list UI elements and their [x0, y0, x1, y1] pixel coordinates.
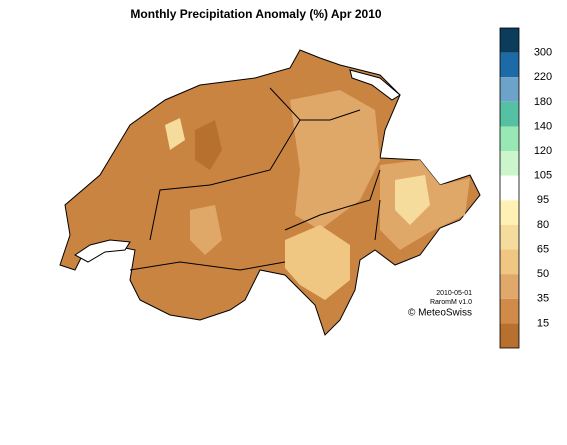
legend-label: 35 [537, 293, 549, 305]
dry-region [165, 118, 185, 150]
legend-label: 220 [534, 71, 552, 83]
switzerland-map [59, 49, 481, 336]
legend-label: 65 [537, 243, 549, 255]
legend-label: 120 [534, 145, 552, 157]
footer-credit: © MeteoSwiss [408, 308, 472, 319]
legend-swatch [500, 52, 519, 78]
footer-product: RaromM v1.0 [430, 299, 472, 306]
legend-label: 50 [537, 268, 549, 280]
color-legend: 300 220 180 140 120 105 95 80 65 50 35 15 [499, 27, 552, 349]
legend-swatch [500, 175, 519, 201]
legend-swatch [500, 249, 519, 275]
lake [349, 69, 401, 101]
wet-region [195, 120, 222, 170]
legend-swatch [500, 224, 519, 250]
legend-swatch [500, 126, 519, 152]
dry-region [285, 225, 350, 300]
legend-swatch [500, 101, 519, 127]
legend-swatch [500, 298, 519, 324]
legend-label: 95 [537, 194, 549, 206]
legend-label: 80 [537, 219, 549, 231]
legend-swatch [500, 28, 519, 53]
dry-region [290, 90, 380, 230]
legend-label: 105 [534, 170, 552, 182]
legend-swatch [500, 200, 519, 225]
legend-swatch [500, 151, 519, 176]
legend-label: 140 [534, 120, 552, 132]
legend-label: 15 [537, 317, 549, 329]
footer-date: 2010-05-01 [436, 290, 472, 297]
legend-label: 180 [534, 96, 552, 108]
legend-swatch [500, 274, 519, 299]
legend-label: 300 [534, 47, 552, 59]
legend-swatch [500, 323, 519, 348]
legend-frame [499, 27, 520, 349]
lake [74, 239, 131, 263]
region-border [129, 87, 381, 271]
dry-region [190, 205, 222, 255]
map-title: Monthly Precipitation Anomaly (%) Apr 20… [130, 7, 381, 21]
legend-swatch [500, 77, 519, 102]
dry-region [395, 175, 430, 225]
